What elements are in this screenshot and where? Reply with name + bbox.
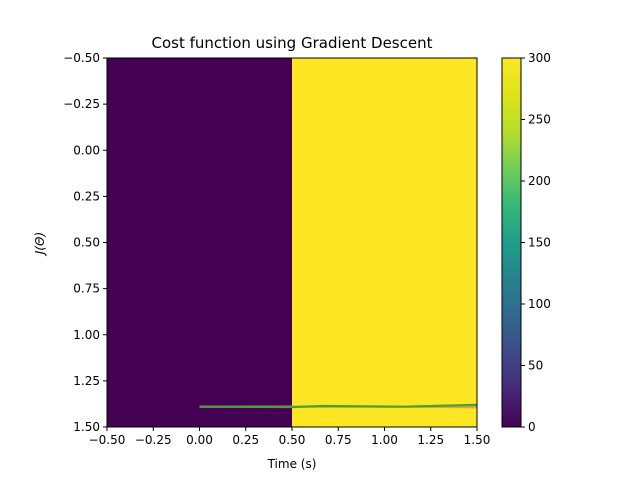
x-tick-label: −0.50 xyxy=(89,433,126,447)
colorbar-axis: 0 50 100 150 200 250 300 xyxy=(521,51,551,434)
colorbar-tick-label: 150 xyxy=(528,236,551,250)
x-tick-label: 1.00 xyxy=(371,433,398,447)
y-tick-label: 0.25 xyxy=(73,189,100,203)
y-tick-label: 0.75 xyxy=(73,282,100,296)
heatmap xyxy=(107,58,477,427)
y-tick-label: −0.25 xyxy=(63,97,100,111)
colorbar-tick-label: 100 xyxy=(528,297,551,311)
y-axis: −0.50 −0.25 0.00 0.25 0.50 0.75 1.00 1.25 1.50 xyxy=(63,51,107,434)
y-tick-label: 0.00 xyxy=(73,143,100,157)
y-axis-label: J(Θ) xyxy=(33,232,47,256)
y-tick-label: 0.50 xyxy=(73,236,100,250)
heatmap-cell-0 xyxy=(107,58,292,427)
x-tick-label: 0.75 xyxy=(325,433,352,447)
colorbar-tick-label: 0 xyxy=(528,420,536,434)
colorbar-tick-label: 250 xyxy=(528,113,551,127)
colorbar-tick-label: 50 xyxy=(528,359,543,373)
heatmap-cell-1 xyxy=(292,58,477,427)
y-tick-label: 1.00 xyxy=(73,328,100,342)
colorbar xyxy=(501,57,522,428)
x-axis: −0.50 −0.25 0.00 0.25 0.50 0.75 1.00 1.25 1.50 xyxy=(89,427,491,447)
x-tick-label: 1.25 xyxy=(417,433,444,447)
x-tick-label: 0.50 xyxy=(279,433,306,447)
y-tick-label: 1.50 xyxy=(73,420,100,434)
x-tick-label: 0.00 xyxy=(186,433,213,447)
y-tick-label: 1.25 xyxy=(73,374,100,388)
y-tick-label: −0.50 xyxy=(63,51,100,65)
x-tick-label: 1.50 xyxy=(464,433,491,447)
colorbar-tick-label: 200 xyxy=(528,174,551,188)
series-line-1 xyxy=(199,403,478,409)
x-axis-label: Time (s) xyxy=(267,457,317,471)
x-tick-label: −0.25 xyxy=(135,433,172,447)
series-lines xyxy=(199,403,478,409)
chart-title: Cost function using Gradient Descent xyxy=(152,34,433,52)
x-tick-label: 0.25 xyxy=(232,433,259,447)
colorbar-tick-label: 300 xyxy=(528,51,551,65)
